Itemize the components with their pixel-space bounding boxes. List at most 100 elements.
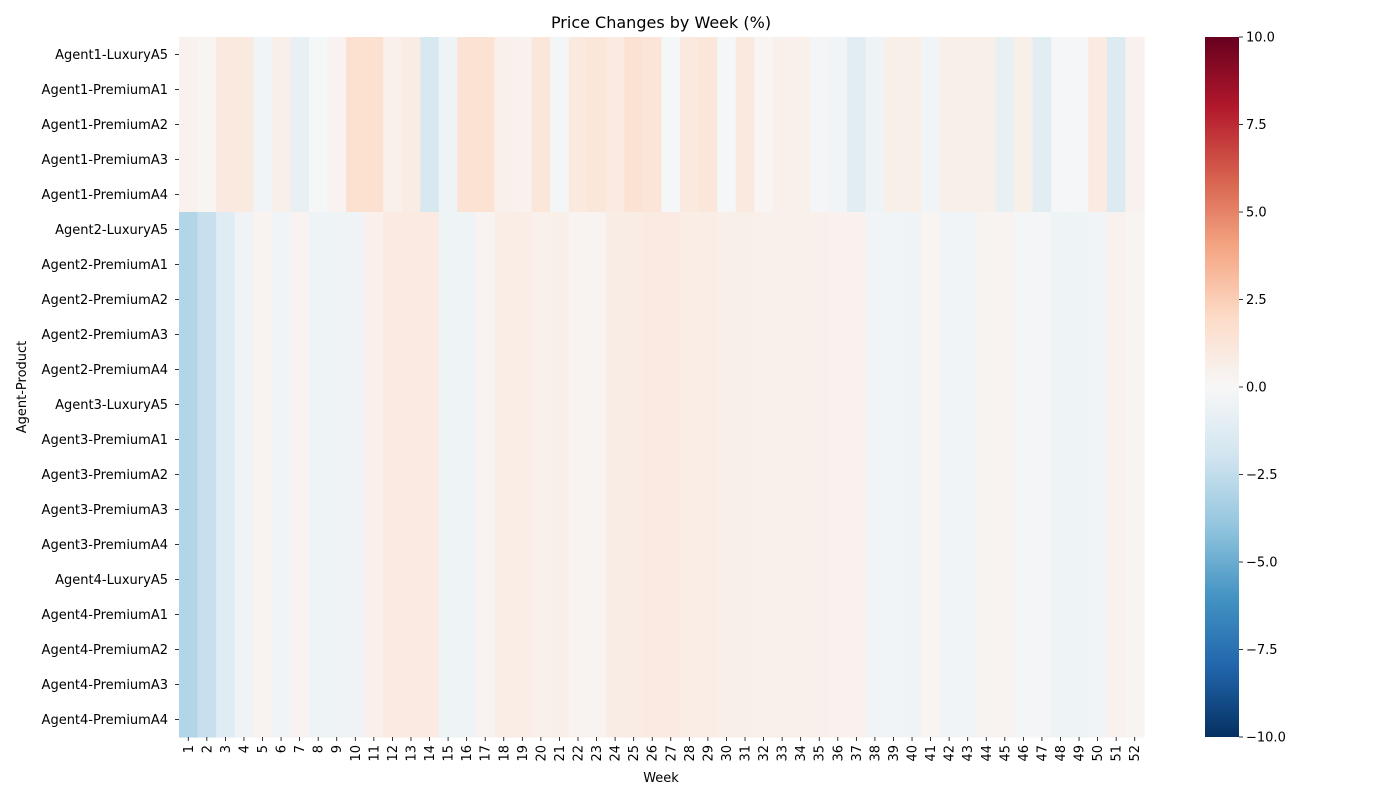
heatmap-cell: [401, 352, 421, 388]
heatmap-cell: [791, 247, 811, 283]
heatmap-cell: [958, 457, 978, 493]
heatmap-cell: [475, 142, 496, 178]
heatmap-cell: [457, 317, 477, 353]
heatmap-cell: [1125, 247, 1145, 283]
x-tick-label: 48: [1054, 745, 1069, 762]
x-tick-label: 27: [664, 745, 679, 762]
heatmap-cell: [1069, 247, 1089, 283]
heatmap-cell: [939, 107, 960, 143]
y-tick-label: Agent2-PremiumA1: [42, 258, 168, 273]
x-tick-label: 30: [720, 745, 735, 762]
heatmap-cell: [865, 667, 885, 703]
y-tick-label: Agent3-PremiumA3: [42, 503, 168, 518]
heatmap-cell: [401, 492, 421, 528]
heatmap-cell: [995, 492, 1015, 528]
heatmap-cell: [513, 492, 533, 528]
heatmap-cell: [847, 282, 867, 318]
heatmap-cell: [346, 177, 366, 213]
x-tick-label: 7: [293, 745, 308, 753]
heatmap-cell: [605, 667, 625, 703]
heatmap-cell: [531, 667, 551, 703]
heatmap-cell: [791, 142, 811, 178]
heatmap-cell: [717, 352, 737, 388]
x-tick-label: 38: [868, 745, 883, 762]
heatmap-cell: [308, 667, 329, 703]
heatmap-cell: [809, 527, 830, 563]
heatmap-cell: [587, 317, 607, 353]
y-tick-label: Agent4-LuxuryA5: [55, 573, 168, 588]
heatmap-cell: [197, 387, 217, 423]
heatmap-cell: [1014, 72, 1034, 108]
heatmap-cell: [420, 387, 440, 423]
heatmap-cell: [234, 702, 254, 738]
heatmap-cell: [420, 457, 440, 493]
heatmap-cell: [661, 597, 681, 633]
heatmap-cell: [976, 142, 997, 178]
heatmap-cell: [1032, 632, 1052, 668]
heatmap-cell: [216, 317, 236, 353]
heatmap-cell: [642, 107, 663, 143]
heatmap-cell: [327, 527, 347, 563]
heatmap-cell: [1014, 177, 1034, 213]
heatmap-cell: [809, 667, 830, 703]
heatmap-cell: [327, 667, 347, 703]
heatmap-cell: [290, 177, 310, 213]
heatmap-cell: [568, 142, 588, 178]
heatmap-cell: [642, 387, 663, 423]
heatmap-cell: [661, 632, 681, 668]
heatmap-cell: [234, 317, 254, 353]
heatmap-cell: [754, 387, 774, 423]
x-tick-label: 5: [256, 745, 271, 753]
heatmap-cell: [401, 422, 421, 458]
heatmap-cell: [1051, 72, 1071, 108]
y-tick-label: Agent4-PremiumA3: [42, 678, 168, 693]
heatmap-cell: [847, 317, 867, 353]
heatmap-cell: [865, 282, 885, 318]
heatmap-cell: [1069, 107, 1089, 143]
heatmap-cell: [605, 142, 625, 178]
heatmap-cell: [958, 177, 978, 213]
heatmap-cell: [1051, 247, 1071, 283]
y-tick-label: Agent4-PremiumA4: [42, 713, 168, 728]
heatmap-cell: [401, 597, 421, 633]
heatmap-cell: [624, 212, 644, 248]
heatmap-cell: [494, 422, 514, 458]
heatmap-cell: [828, 352, 848, 388]
heatmap-cell: [680, 107, 700, 143]
heatmap-cell: [216, 142, 236, 178]
heatmap-cell: [717, 562, 737, 598]
heatmap-cell: [698, 247, 718, 283]
heatmap-cell: [346, 352, 366, 388]
x-tick-label: 33: [776, 745, 791, 762]
heatmap-cell: [475, 422, 496, 458]
heatmap-cell: [568, 37, 588, 73]
heatmap-cell: [494, 352, 514, 388]
heatmap-cell: [216, 177, 236, 213]
heatmap-cell: [253, 597, 273, 633]
heatmap-cell: [401, 667, 421, 703]
heatmap-cell: [420, 247, 440, 283]
heatmap-cell: [1069, 527, 1089, 563]
x-tick-labels: 1 2 3 4 5 6 7 8 9 10 11 12 13 14 15 16 17 18 19 20 21 22 23 24 2…: [182, 737, 1143, 762]
heatmap-cell: [271, 317, 291, 353]
heatmap-cell: [884, 282, 904, 318]
heatmap-cell: [1088, 527, 1108, 563]
heatmap-cell: [791, 667, 811, 703]
heatmap-cell: [717, 247, 737, 283]
heatmap-cell: [902, 597, 922, 633]
heatmap-cell: [327, 387, 347, 423]
heatmap-cell: [438, 72, 458, 108]
heatmap-cell: [1088, 457, 1108, 493]
heatmap-cell: [1106, 317, 1127, 353]
heatmap-cell: [1051, 702, 1071, 738]
heatmap-cell: [995, 387, 1015, 423]
heatmap-cell: [1051, 317, 1071, 353]
heatmap-cell: [364, 352, 384, 388]
heatmap-cell: [271, 597, 291, 633]
heatmap-cell: [1014, 562, 1034, 598]
heatmap-cell: [271, 702, 291, 738]
x-tick-label: 8: [312, 745, 327, 753]
heatmap-cell: [438, 212, 458, 248]
heatmap-cell: [438, 282, 458, 318]
heatmap-cell: [921, 632, 941, 668]
